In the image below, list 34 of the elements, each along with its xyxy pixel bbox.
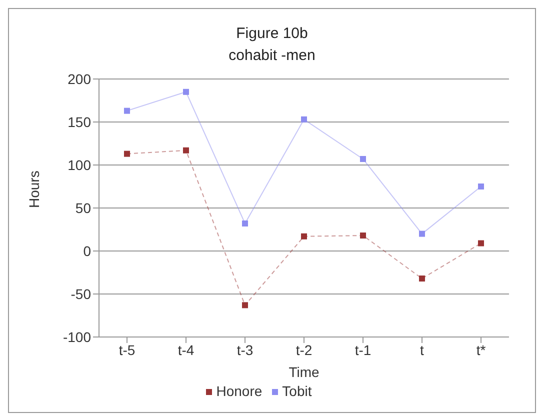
x-tick-label: t: [420, 342, 424, 358]
y-axis-title: Hours: [26, 170, 42, 208]
y-tick-label: 150: [68, 114, 92, 130]
point: [183, 88, 189, 95]
y-tick-label: 50: [75, 200, 92, 216]
point: [360, 156, 366, 162]
chart-subtitle: cohabit -men: [228, 46, 316, 66]
y-tick-label: 200: [68, 70, 92, 87]
point: [478, 240, 484, 246]
point: [301, 233, 307, 240]
point: [478, 184, 484, 190]
point: [183, 147, 189, 154]
x-tick-label: t-4: [178, 342, 194, 358]
point: [419, 230, 425, 237]
point: [242, 220, 248, 226]
y-tick-label: -100: [62, 328, 92, 345]
x-axis-title: Time: [288, 364, 320, 380]
x-tick-label: t-2: [296, 342, 312, 358]
x-tick-label: t-3: [236, 342, 254, 358]
point: [242, 302, 248, 308]
legend-label: Honore: [216, 383, 262, 399]
y-tick-label: 100: [68, 156, 92, 173]
chart-title: Figure 10b: [235, 24, 309, 44]
y-tick-label: 0: [83, 242, 92, 259]
x-tick-label: t*: [476, 342, 486, 358]
x-tick-label: t-5: [118, 342, 136, 358]
point: [124, 150, 130, 157]
point: [124, 108, 130, 114]
y-tick-label: -50: [70, 286, 92, 302]
point: [360, 232, 366, 239]
legend-label: Tobit: [282, 383, 312, 399]
x-tick-label: t-1: [354, 342, 372, 358]
point: [419, 276, 425, 282]
point: [301, 116, 307, 122]
